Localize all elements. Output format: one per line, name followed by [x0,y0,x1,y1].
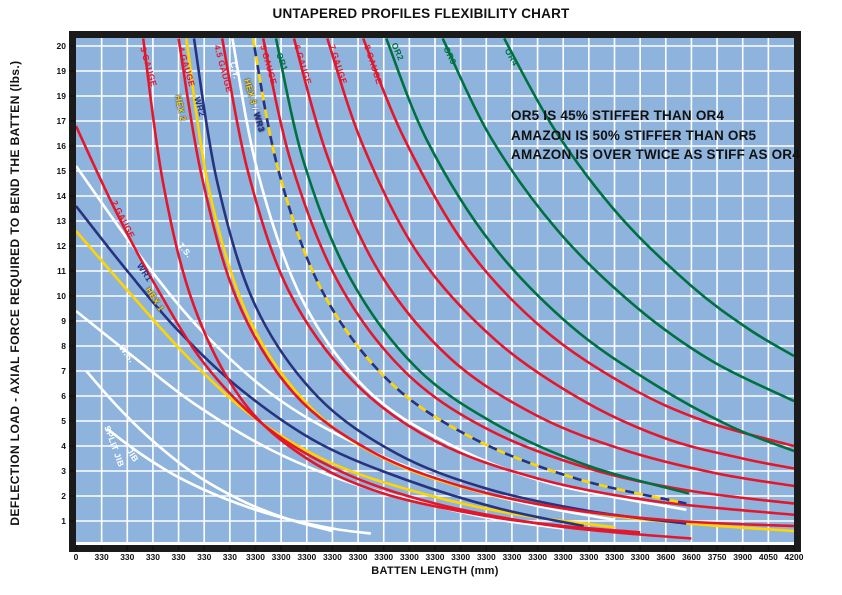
x-tick-label: 3900 [733,552,752,562]
x-tick-label: 3300 [374,552,393,562]
y-tick-label: 3 [61,466,66,476]
x-tick-label: 3300 [349,552,368,562]
curve-c-y [231,38,687,512]
x-tick-label: 3750 [708,552,727,562]
curves-layer [76,38,794,540]
curve-wr1 [76,205,584,528]
y-tick-label: 15 [57,166,67,176]
curve-wr2 [192,38,687,525]
x-tick-label: 3300 [297,552,316,562]
x-tick-label: 3300 [477,552,496,562]
x-tick-label: 3300 [272,552,291,562]
x-tick-label: 3600 [656,552,675,562]
x-tick-label: 3300 [323,552,342,562]
x-tick-label: 3600 [682,552,701,562]
x-tick-label: 3300 [554,552,573,562]
curve-or1 [274,38,690,495]
stiffness-annotation: OR5 IS 45% STIFFER THAN OR4 AMAZON IS 50… [511,106,800,165]
y-tick-label: 19 [57,91,67,101]
chart-title: UNTAPERED PROFILES FLEXIBILITY CHART [272,6,570,21]
x-tick-label: 330 [197,552,211,562]
y-tick-label: 4 [61,441,66,451]
curve-or2 [385,38,794,453]
x-tick-label: 3300 [579,552,598,562]
curve-3-gauge [141,38,641,534]
y-tick-label: 10 [57,291,67,301]
x-tick-label: 330 [223,552,237,562]
curve-8-gauge [361,38,794,448]
y-tick-label: 9 [61,316,66,326]
y-tick-label: 13 [57,216,67,226]
x-tick-label: 0 [74,552,79,562]
x-tick-label: 330 [146,552,160,562]
curve-hex-3-wr3 [251,38,687,505]
x-tick-label: 3300 [451,552,470,562]
curve-w-s [76,309,564,530]
y-tick-label: 6 [61,391,66,401]
y-tick-label: 2 [61,491,66,501]
annotation-line-2: AMAZON IS 50% STIFFER THAN OR5 [511,127,757,143]
y-tick-label: 11 [57,266,66,276]
y-tick-label: 12 [57,241,67,251]
annotation-line-3: AMAZON IS OVER TWICE AS STIFF AS OR4 [511,147,800,162]
curve-or4 [503,38,794,358]
x-tick-label: 3300 [528,552,547,562]
y-tick-label: 8 [61,341,66,351]
y-tick-label: 5 [61,416,66,426]
curve-7-gauge [326,38,794,470]
y-tick-label: 7 [61,366,66,376]
x-tick-label: 4050 [759,552,778,562]
y-tick-label: 16 [57,141,67,151]
annotation-line-1: OR5 IS 45% STIFFER THAN OR4 [511,108,725,123]
y-tick-label: 20 [57,41,67,51]
curve-hex-1 [76,230,615,529]
curve-4-gauge [177,38,794,528]
x-tick-label: 3300 [502,552,521,562]
curve-6-gauge [292,38,794,488]
x-tick-label: 3300 [400,552,419,562]
curve-hex-3-wr3 [251,38,687,505]
x-axis-title: BATTEN LENGTH (mm) [371,565,499,577]
y-tick-label: 17 [57,116,67,126]
y-tick-label: 19 [57,66,67,76]
curve-4-5-gauge [220,38,794,517]
y-tick-label: 1 [61,516,66,526]
x-tick-label: 4200 [785,552,804,562]
x-tick-label: 3300 [631,552,650,562]
x-tick-label: 3300 [426,552,445,562]
axis-ticks: 0 330 330 330 330 330 330 3300 3300 3300 3300 3300 3… [57,41,804,562]
x-tick-label: 3300 [246,552,265,562]
y-tick-label: 14 [57,191,67,201]
x-tick-label: 330 [171,552,185,562]
curve-5-gauge [261,38,794,505]
x-tick-label: 330 [95,552,109,562]
curve-or3 [441,38,794,403]
curve-jib [106,427,372,535]
x-tick-label: 3300 [605,552,624,562]
x-tick-label: 330 [120,552,134,562]
